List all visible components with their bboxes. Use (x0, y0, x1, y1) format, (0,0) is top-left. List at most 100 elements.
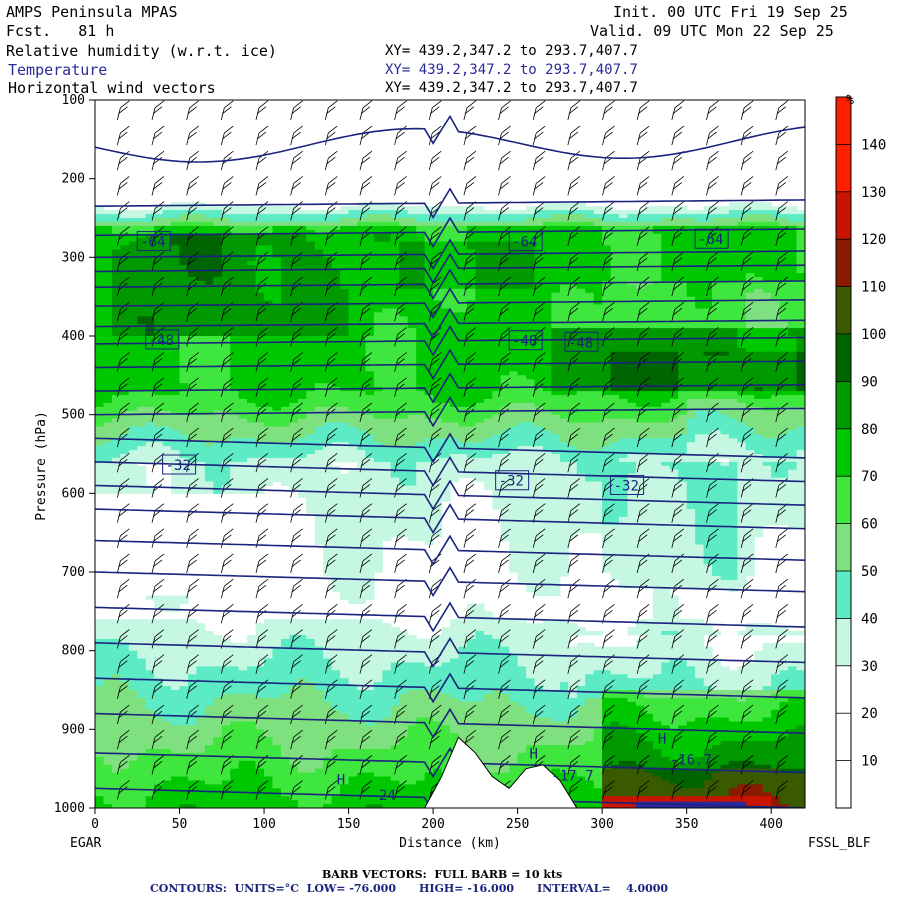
rh-cell (230, 395, 240, 400)
rh-cell (145, 442, 155, 447)
rh-cell (188, 410, 198, 416)
rh-cell (171, 749, 181, 754)
rh-cell (365, 402, 375, 408)
rh-cell (120, 729, 130, 734)
rh-cell (340, 473, 350, 479)
rh-cell (390, 752, 400, 758)
rh-cell (120, 733, 130, 738)
rh-cell (154, 745, 164, 750)
rh-cell (407, 524, 417, 530)
rh-cell (171, 697, 181, 703)
rh-cell (238, 406, 248, 412)
rh-cell (357, 493, 367, 498)
rh-cell (306, 461, 316, 467)
rh-cell (230, 245, 240, 250)
rh-cell (407, 654, 417, 660)
rh-cell (154, 760, 164, 766)
rh-cell (95, 277, 105, 282)
rh-cell (221, 489, 231, 494)
rh-cell (171, 764, 181, 770)
rh-cell (373, 666, 383, 671)
rh-cell (390, 627, 400, 632)
rh-cell (348, 257, 358, 262)
rh-cell (238, 241, 248, 247)
rh-cell (238, 324, 248, 329)
rh-cell (306, 343, 316, 349)
rh-cell (120, 666, 130, 671)
rh-cell (230, 772, 240, 778)
rh-cell (247, 304, 257, 309)
rh-cell (357, 461, 367, 467)
rh-cell (357, 355, 367, 361)
rh-cell (247, 693, 257, 699)
rh-cell (137, 359, 147, 365)
rh-cell (323, 375, 333, 380)
rh-cell (137, 749, 147, 754)
rh-cell (340, 729, 350, 734)
rh-cell (120, 418, 130, 424)
rh-cell (264, 375, 274, 380)
rh-cell (162, 218, 172, 223)
rh-cell (247, 296, 257, 302)
rh-cell (314, 721, 324, 726)
rh-cell (297, 225, 307, 231)
rh-cell (238, 336, 248, 341)
rh-cell (306, 406, 316, 412)
rh-cell (281, 406, 291, 412)
rh-cell (128, 410, 138, 416)
rh-cell (399, 391, 409, 396)
rh-cell (238, 658, 248, 663)
rh-cell (103, 261, 113, 266)
rh-cell (171, 780, 181, 785)
rh-cell (373, 634, 383, 640)
rh-cell (306, 422, 316, 427)
rh-cell (188, 780, 198, 785)
rh-cell (272, 438, 282, 443)
rh-cell (348, 379, 358, 384)
rh-cell (154, 391, 164, 396)
rh-cell (221, 686, 231, 691)
rh-cell (221, 245, 231, 250)
rh-cell (213, 654, 223, 660)
rh-cell (331, 741, 341, 746)
rh-cell (179, 634, 189, 640)
rh-cell (416, 477, 426, 483)
rh-cell (373, 450, 383, 455)
rh-cell (424, 367, 434, 372)
rh-cell (137, 265, 147, 270)
rh-cell (357, 532, 367, 538)
rh-cell (416, 379, 426, 384)
rh-cell (407, 721, 417, 726)
rh-cell (120, 450, 130, 455)
rh-cell (95, 709, 105, 715)
rh-cell (407, 776, 417, 781)
rh-cell (95, 402, 105, 408)
rh-cell (390, 772, 400, 778)
rh-cell (213, 320, 223, 325)
rh-cell (390, 284, 400, 290)
rh-cell (111, 701, 121, 707)
rh-cell (120, 398, 130, 404)
rh-cell (373, 395, 383, 400)
rh-cell (103, 674, 113, 679)
rh-cell (416, 221, 426, 227)
rh-cell (137, 332, 147, 337)
rh-cell (373, 351, 383, 357)
rh-cell (281, 465, 291, 471)
rh-cell (382, 414, 392, 420)
rh-cell (145, 304, 155, 309)
rh-cell (179, 780, 189, 785)
rh-cell (154, 336, 164, 341)
rh-cell (145, 666, 155, 671)
rh-cell (171, 477, 181, 483)
rh-cell (407, 206, 417, 211)
rh-cell (255, 634, 265, 640)
rh-cell (255, 312, 265, 317)
rh-cell (289, 705, 299, 711)
rh-cell (281, 756, 291, 762)
rh-cell (365, 343, 375, 349)
rh-cell (120, 304, 130, 309)
rh-cell (145, 426, 155, 431)
rh-cell (213, 347, 223, 353)
rh-cell (281, 729, 291, 734)
